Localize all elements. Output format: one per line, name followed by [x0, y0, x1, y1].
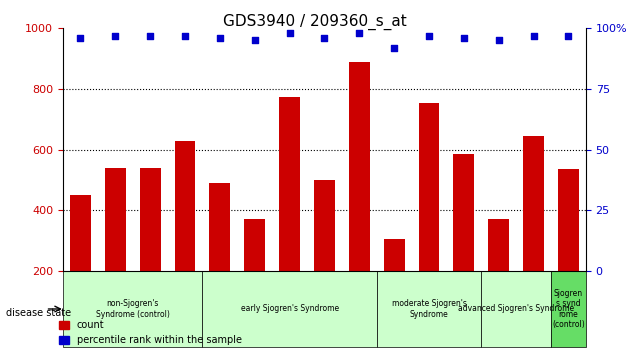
- Bar: [558, 170, 579, 332]
- Bar: [279, 97, 300, 332]
- Text: advanced Sjogren's Syndrome: advanced Sjogren's Syndrome: [458, 304, 574, 314]
- Bar: [105, 168, 126, 332]
- Point: [215, 35, 225, 41]
- Bar: [454, 154, 474, 332]
- FancyBboxPatch shape: [481, 271, 551, 347]
- Point: [563, 33, 573, 39]
- Point: [76, 35, 86, 41]
- FancyBboxPatch shape: [377, 271, 481, 347]
- Legend: count, percentile rank within the sample: count, percentile rank within the sample: [55, 316, 246, 349]
- Bar: [140, 168, 161, 332]
- Point: [389, 45, 399, 51]
- Text: early Sjogren's Syndrome: early Sjogren's Syndrome: [241, 304, 339, 314]
- Point: [110, 33, 120, 39]
- Point: [424, 33, 434, 39]
- Text: disease state: disease state: [6, 308, 71, 318]
- Bar: [349, 62, 370, 332]
- Point: [180, 33, 190, 39]
- Bar: [523, 136, 544, 332]
- FancyBboxPatch shape: [63, 271, 202, 347]
- Text: moderate Sjogren's
Syndrome: moderate Sjogren's Syndrome: [392, 299, 466, 319]
- Bar: [175, 141, 195, 332]
- Point: [285, 30, 295, 36]
- Point: [529, 33, 539, 39]
- Point: [319, 35, 329, 41]
- Point: [145, 33, 155, 39]
- Text: GDS3940 / 209360_s_at: GDS3940 / 209360_s_at: [223, 14, 407, 30]
- Bar: [70, 195, 91, 332]
- Point: [354, 30, 364, 36]
- Point: [459, 35, 469, 41]
- Text: non-Sjogren's
Syndrome (control): non-Sjogren's Syndrome (control): [96, 299, 169, 319]
- FancyBboxPatch shape: [202, 271, 377, 347]
- Bar: [314, 180, 335, 332]
- Point: [249, 38, 260, 43]
- Point: [494, 38, 504, 43]
- Bar: [384, 239, 404, 332]
- Text: Sjogren
s synd
rome
(control): Sjogren s synd rome (control): [552, 289, 585, 329]
- Bar: [488, 219, 509, 332]
- Bar: [244, 219, 265, 332]
- Bar: [209, 183, 231, 332]
- FancyBboxPatch shape: [551, 271, 586, 347]
- Bar: [418, 103, 440, 332]
